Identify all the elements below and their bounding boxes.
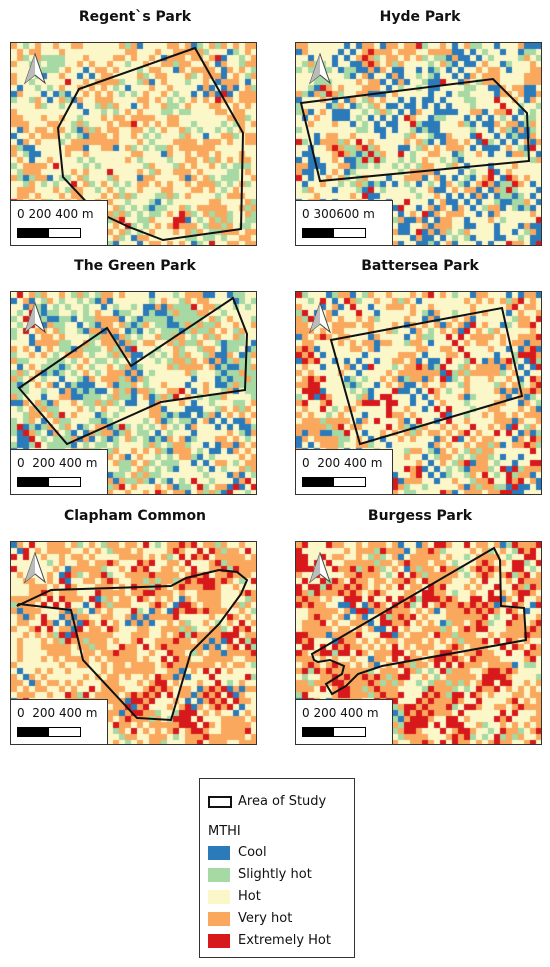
map-panel-battersea-park: 0 200 400 m [295, 291, 542, 495]
scale-label-2: 400 m [340, 706, 379, 720]
scale-label-0: 0 [17, 207, 25, 221]
north-arrow-icon [23, 53, 47, 85]
scale-labels: 0 200 400 m [17, 207, 94, 221]
scale-label-0: 0 [302, 456, 310, 470]
north-arrow-icon [308, 552, 332, 584]
scale-bar-box: 0 200 400 m [296, 699, 393, 744]
map-title-regents-park: Regent`s Park [78, 9, 192, 25]
scale-bar-box: 0 200 400 m [11, 699, 108, 744]
scale-label-2: 400 m [59, 706, 98, 720]
legend-swatch [208, 911, 230, 926]
study-area-boundary [17, 296, 249, 446]
scale-label-0: 0 [302, 706, 310, 720]
legend-label: Extremely Hot [238, 933, 331, 948]
scale-label-1: 200 [32, 456, 56, 470]
scale-label-1: 200 [32, 706, 56, 720]
legend-swatch [208, 889, 230, 904]
scale-bar [302, 228, 366, 238]
map-panel-hyde-park: 0 300600 m [295, 42, 542, 246]
scale-label-0: 0 [17, 706, 25, 720]
legend-label: Hot [238, 889, 261, 904]
area-of-study-swatch [208, 795, 232, 808]
legend-swatch [208, 867, 230, 882]
map-panel-green-park: 0 200 400 m [10, 291, 257, 495]
scale-labels: 0 200 400 m [17, 706, 97, 720]
map-panel-clapham-common: 0 200 400 m [10, 541, 257, 745]
study-area-boundary [16, 568, 249, 722]
scale-label-1: 200 [317, 456, 341, 470]
map-panel-regents-park: 0 200 400 m [10, 42, 257, 246]
legend-swatch [208, 845, 230, 860]
scale-label-2: 600 m [336, 207, 375, 221]
scale-bar [302, 727, 366, 737]
legend-item-cool: Cool [208, 845, 267, 860]
map-title-hyde-park: Hyde Park [379, 9, 461, 25]
scale-labels: 0 300600 m [302, 207, 375, 221]
map-title-clapham-common: Clapham Common [63, 508, 207, 524]
scale-bar [302, 477, 366, 487]
scale-label-2: 400 m [55, 207, 94, 221]
legend-swatch [208, 933, 230, 948]
scale-labels: 0 200 400 m [17, 456, 97, 470]
scale-bar-box: 0 200 400 m [296, 449, 393, 494]
scale-bar-box: 0 200 400 m [11, 449, 108, 494]
study-area-boundary [299, 77, 531, 183]
legend-item-very-hot: Very hot [208, 911, 292, 926]
scale-bar-box: 0 300600 m [296, 200, 393, 245]
legend-label: Slightly hot [238, 867, 312, 882]
scale-label-1: 200 [313, 706, 337, 720]
legend-item-slightly-hot: Slightly hot [208, 867, 312, 882]
legend-label: Very hot [238, 911, 293, 926]
legend-item-extremely-hot: Extremely Hot [208, 933, 331, 948]
north-arrow-icon [308, 53, 332, 85]
legend-area-of-study: Area of Study [208, 794, 326, 809]
north-arrow-icon [23, 302, 47, 334]
map-title-burgess-park: Burgess Park [367, 508, 473, 524]
map-title-green-park: The Green Park [74, 258, 196, 274]
scale-labels: 0 200 400 m [302, 706, 379, 720]
scale-bar [17, 727, 81, 737]
legend-area-label: Area of Study [238, 794, 327, 809]
map-legend: Area of Study MTHI Cool Slightly hot Hot… [199, 778, 355, 958]
scale-label-0: 0 [302, 207, 310, 221]
scale-label-1: 300 [313, 207, 337, 221]
scale-bar [17, 228, 81, 238]
scale-label-1: 200 [28, 207, 52, 221]
scale-label-0: 0 [17, 456, 25, 470]
scale-bar [17, 477, 81, 487]
scale-bar-box: 0 200 400 m [11, 200, 108, 245]
study-area-boundary [329, 306, 524, 446]
north-arrow-icon [23, 552, 47, 584]
north-arrow-icon [308, 302, 332, 334]
scale-label-2: 400 m [344, 456, 383, 470]
legend-item-hot: Hot [208, 889, 261, 904]
study-area-boundary [56, 46, 245, 242]
map-panel-burgess-park: 0 200 400 m [295, 541, 542, 745]
legend-scale-title: MTHI [208, 824, 241, 839]
study-area-boundary [310, 546, 528, 696]
scale-label-2: 400 m [59, 456, 98, 470]
scale-labels: 0 200 400 m [302, 456, 382, 470]
map-title-battersea-park: Battersea Park [361, 258, 479, 274]
legend-label: Cool [238, 845, 267, 860]
